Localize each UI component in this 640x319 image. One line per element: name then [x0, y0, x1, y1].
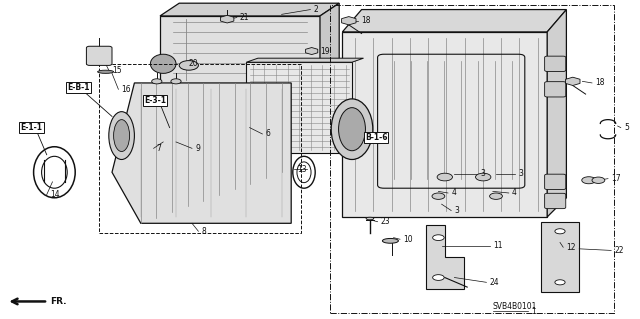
Circle shape [476, 173, 491, 181]
Ellipse shape [150, 54, 176, 73]
Text: E-3-1: E-3-1 [144, 96, 166, 105]
Circle shape [437, 173, 452, 181]
Text: 18: 18 [362, 16, 371, 25]
Text: 24: 24 [490, 278, 499, 287]
Text: 18: 18 [595, 78, 605, 87]
Circle shape [592, 177, 605, 183]
Ellipse shape [383, 239, 398, 243]
Polygon shape [547, 10, 566, 217]
Polygon shape [246, 58, 364, 62]
Polygon shape [246, 62, 352, 153]
Ellipse shape [339, 108, 365, 151]
Text: 5: 5 [624, 123, 629, 132]
Text: 16: 16 [122, 85, 131, 94]
Text: 3: 3 [518, 169, 524, 178]
Text: 9: 9 [195, 144, 200, 153]
Polygon shape [541, 222, 579, 292]
Ellipse shape [114, 120, 129, 152]
Ellipse shape [109, 112, 134, 160]
Text: E-1-1: E-1-1 [20, 123, 42, 132]
Text: E-B-1: E-B-1 [67, 83, 90, 92]
Ellipse shape [366, 217, 374, 220]
Text: 10: 10 [403, 235, 413, 244]
Text: 23: 23 [381, 217, 390, 226]
Text: 3: 3 [480, 169, 485, 178]
Text: 12: 12 [566, 243, 576, 252]
Text: 6: 6 [266, 130, 271, 138]
Polygon shape [160, 3, 339, 16]
FancyBboxPatch shape [545, 193, 566, 209]
Text: 4: 4 [451, 189, 456, 197]
Polygon shape [160, 16, 320, 89]
Polygon shape [342, 10, 566, 32]
Polygon shape [342, 32, 547, 217]
Text: 8: 8 [202, 227, 206, 236]
Text: FR.: FR. [50, 297, 67, 306]
Text: 20: 20 [189, 59, 198, 68]
Text: 17: 17 [611, 174, 621, 183]
Text: 2: 2 [314, 5, 318, 14]
Text: 3: 3 [454, 206, 460, 215]
Circle shape [555, 229, 565, 234]
Text: 11: 11 [493, 241, 502, 250]
FancyBboxPatch shape [86, 46, 112, 65]
Text: 4: 4 [512, 189, 517, 197]
Circle shape [152, 79, 162, 84]
Ellipse shape [98, 70, 114, 73]
Circle shape [490, 193, 502, 199]
Circle shape [432, 193, 445, 199]
Circle shape [433, 275, 444, 280]
Polygon shape [426, 225, 464, 289]
Text: 19: 19 [320, 47, 330, 56]
Text: SVB4B0101: SVB4B0101 [493, 302, 537, 311]
Circle shape [555, 280, 565, 285]
Text: 21: 21 [240, 13, 250, 22]
Text: 15: 15 [112, 66, 122, 75]
Text: 7: 7 [157, 144, 162, 153]
Ellipse shape [332, 99, 372, 160]
Circle shape [179, 61, 198, 70]
Circle shape [433, 235, 444, 241]
Circle shape [582, 177, 596, 184]
Text: 13: 13 [298, 165, 307, 174]
Text: 22: 22 [614, 246, 624, 255]
Bar [99, 64, 301, 233]
Polygon shape [320, 3, 339, 89]
Text: B-1-6: B-1-6 [365, 133, 387, 142]
Circle shape [171, 79, 181, 84]
FancyBboxPatch shape [545, 82, 566, 97]
FancyBboxPatch shape [545, 56, 566, 71]
Text: 1: 1 [531, 307, 536, 315]
Bar [330, 5, 614, 313]
Polygon shape [112, 83, 291, 223]
Text: 14: 14 [50, 190, 60, 199]
FancyBboxPatch shape [545, 174, 566, 189]
